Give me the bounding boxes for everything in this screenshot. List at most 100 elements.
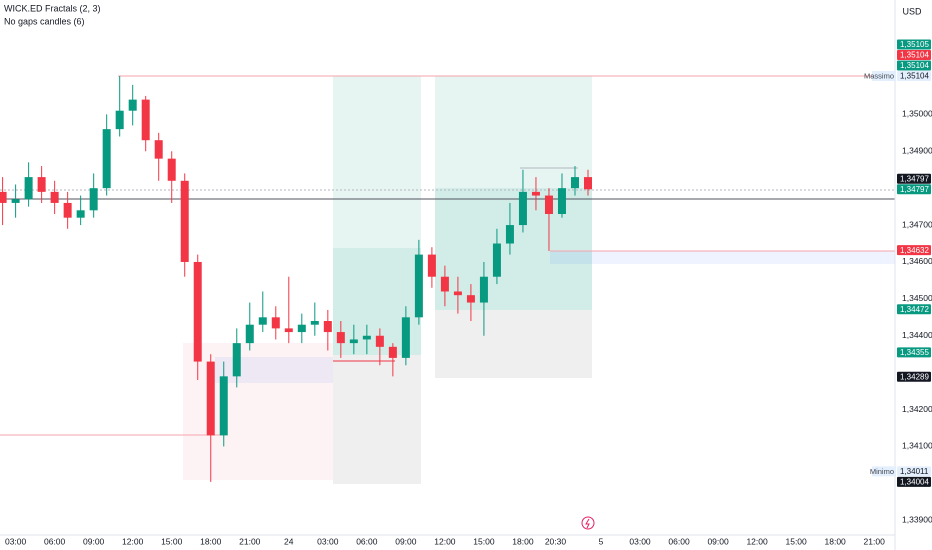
candle-body — [505, 225, 514, 244]
candle-body — [154, 140, 163, 159]
candle-body — [271, 317, 280, 329]
target-zone — [435, 76, 592, 188]
candle-body — [440, 276, 449, 292]
candle-body — [401, 317, 410, 358]
y-tick-label: 1,34600 — [902, 256, 932, 266]
y-tick-label: 1,34100 — [902, 441, 932, 451]
price-label-box — [897, 347, 931, 358]
price-label-box — [897, 39, 931, 50]
event-icon — [581, 516, 595, 530]
x-tick-label: 03:00 — [629, 536, 651, 546]
y-tick-label: 1,34200 — [902, 404, 932, 414]
candle-body — [375, 335, 384, 347]
price-tag-box — [872, 466, 896, 477]
candle-body — [76, 210, 85, 218]
candle-body — [24, 177, 33, 200]
price-label-box — [897, 476, 931, 487]
candle-body — [414, 254, 423, 318]
candle-body — [362, 335, 371, 340]
candle-body — [284, 328, 293, 333]
price-tag: Massimo — [864, 71, 894, 80]
x-tick-label: 21:00 — [864, 536, 886, 546]
price-label: 1,35104 — [900, 51, 929, 60]
price-label-box — [897, 50, 931, 61]
candle-body — [427, 254, 436, 277]
candle-body — [63, 202, 72, 218]
candle-body — [232, 343, 241, 377]
x-tick-label: 18:00 — [200, 536, 222, 546]
price-tag: Minimo — [870, 467, 894, 476]
candle-body — [180, 180, 189, 262]
x-tick-label: 09:00 — [395, 536, 417, 546]
candle-body — [167, 158, 176, 181]
candle-body — [310, 321, 319, 325]
candle-body — [0, 191, 7, 203]
x-tick-label: 15:00 — [473, 536, 495, 546]
price-label: 1,34472 — [900, 305, 929, 314]
candle-body — [115, 110, 124, 130]
price-label: 1,34004 — [900, 477, 929, 486]
candle-body — [570, 177, 579, 189]
x-tick-label: 03:00 — [5, 536, 27, 546]
candle-body — [219, 376, 228, 436]
candle-body — [297, 324, 306, 333]
candle-body — [89, 188, 98, 211]
stop-zone — [435, 310, 592, 378]
y-tick-label: 1,34400 — [902, 330, 932, 340]
candle-body — [336, 332, 345, 344]
candle-body — [557, 188, 566, 214]
zone — [215, 357, 333, 383]
candle-body — [492, 243, 501, 277]
x-tick-label: 18:00 — [825, 536, 847, 546]
candle-body — [323, 321, 332, 333]
price-label-box — [897, 60, 931, 71]
price-label-box — [897, 71, 931, 82]
price-label: 1,34797 — [900, 174, 929, 183]
x-tick-label: 06:00 — [356, 536, 378, 546]
x-tick-label: 12:00 — [122, 536, 144, 546]
indicator-label: No gaps candles (6) — [4, 16, 85, 26]
price-label: 1,34632 — [900, 246, 929, 255]
event-icon — [585, 518, 590, 529]
x-tick-label: 18:00 — [512, 536, 534, 546]
price-label-box — [897, 371, 931, 382]
x-tick-label: 15:00 — [161, 536, 183, 546]
x-tick-label: 21:00 — [239, 536, 261, 546]
candle-body — [479, 276, 488, 303]
candle-body — [518, 191, 527, 226]
candle-body — [388, 346, 397, 358]
price-tag-box — [872, 71, 896, 82]
candle-body — [245, 324, 254, 344]
stop-zone — [333, 355, 421, 484]
x-tick-label: 12:00 — [434, 536, 456, 546]
currency: USD — [902, 6, 922, 16]
price-label-box — [897, 466, 931, 477]
candle-body — [50, 191, 59, 203]
x-tick-label: 5 — [599, 536, 604, 546]
price-label: 1,35104 — [900, 61, 929, 70]
x-tick-label: 20:30 — [545, 536, 567, 546]
price-label: 1,34011 — [900, 467, 929, 476]
price-label: 1,35105 — [900, 40, 929, 49]
candle-body — [453, 291, 462, 296]
price-label-box — [897, 184, 931, 195]
x-tick-label: 15:00 — [785, 536, 807, 546]
candle-body — [258, 317, 267, 325]
x-tick-label: 03:00 — [317, 536, 339, 546]
y-tick-label: 1,33900 — [902, 514, 932, 524]
candle-body — [349, 339, 358, 344]
x-tick-label: 12:00 — [746, 536, 768, 546]
drawings — [0, 75, 895, 530]
x-tick-label: 06:00 — [44, 536, 66, 546]
candle-body — [128, 99, 137, 111]
y-tick-label: 1,34900 — [902, 146, 932, 156]
x-tick-label: 09:00 — [707, 536, 729, 546]
candle-body — [11, 199, 20, 203]
y-tick-label: 1,34700 — [902, 219, 932, 229]
candle-body — [544, 195, 553, 214]
candle-body — [206, 361, 215, 436]
x-tick-label: 06:00 — [668, 536, 690, 546]
candle-body — [583, 177, 592, 190]
price-label-box — [897, 304, 931, 315]
